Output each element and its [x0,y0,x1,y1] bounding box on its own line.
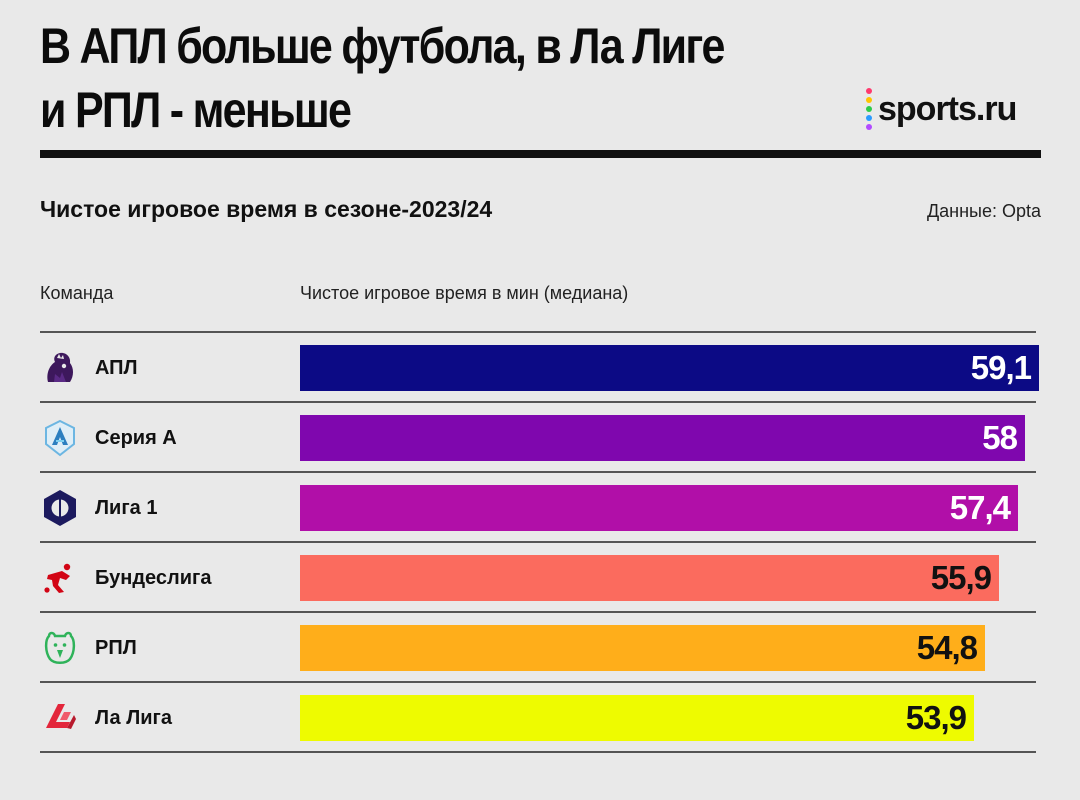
chart-row: Серия А 58 [40,415,1040,461]
rpl-icon [40,628,80,668]
row-separator [40,611,1036,613]
bar-value-label: 55,9 [930,559,992,596]
chart-row: Ла Лига 53,9 [40,695,1040,741]
bar-value-label: 54,8 [916,629,978,666]
chart-row: АПЛ 59,1 [40,345,1040,391]
bar: 57,4 [300,485,1018,531]
serie-a-icon [40,418,80,458]
category-label: Серия А [95,427,177,449]
bar: 59,1 [300,345,1039,391]
bar-value-label: 53,9 [905,699,967,736]
data-source: Данные: Opta [926,201,1041,221]
category-label: РПЛ [95,637,137,659]
logo-dot [866,124,872,130]
sports-ru-logo: sports.ru [866,88,1017,130]
chart-row: Лига 1 57,4 [40,485,1040,531]
premier-league-icon [40,348,80,388]
category-label: АПЛ [95,357,138,379]
column-header-value: Чистое игровое время в мин (медиана) [300,283,629,303]
column-header-team: Команда [40,283,114,303]
bar-value-label: 58 [982,419,1018,456]
chart-row: РПЛ 54,8 [40,625,1040,671]
bar: 58 [300,415,1025,461]
title-line-2: и РПЛ - меньше [40,82,352,138]
row-separator [40,751,1036,753]
title-line-1: В АПЛ больше футбола, в Ла Лиге [40,18,725,74]
logo-dot [866,88,872,94]
la-liga-icon [40,698,80,738]
row-separator [40,331,1036,333]
logo-dots-icon [866,88,872,130]
category-label: Бундеслига [95,567,212,589]
bar: 54,8 [300,625,985,671]
ligue-1-icon [40,488,80,528]
logo-text: sports.ru [878,89,1017,128]
logo-dot [866,106,872,112]
chart-subtitle: Чистое игровое время в сезоне-2023/24 [40,196,493,222]
logo-dot [866,97,872,103]
bar-value-label: 59,1 [970,349,1032,386]
bar-value-label: 57,4 [949,489,1011,526]
category-label: Ла Лига [95,707,172,729]
row-separator [40,681,1036,683]
logo-dot [866,115,872,121]
row-separator [40,471,1036,473]
row-separator [40,401,1036,403]
row-separator [40,541,1036,543]
chart-title: В АПЛ больше футбола, в Ла Лиге и РПЛ - … [40,14,745,142]
chart-row: Бундеслига 55,9 [40,555,1040,601]
bar: 55,9 [300,555,999,601]
bar: 53,9 [300,695,974,741]
bundesliga-icon [40,558,80,598]
category-label: Лига 1 [95,497,158,519]
title-divider [40,150,1041,158]
